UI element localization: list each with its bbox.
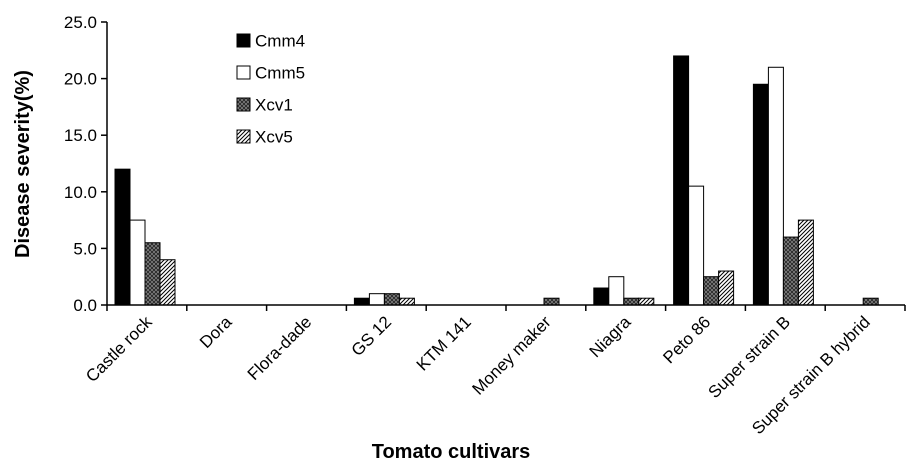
y-axis-ticks: 0.0 5.0 10.0 15.0 20.0 25.0 <box>64 13 107 315</box>
bar-cmm4-castle-rock <box>114 168 131 306</box>
x-axis-title: Tomato cultivars <box>372 441 531 463</box>
bar-cmm5-castle-rock <box>129 219 146 306</box>
legend-swatch-cmm4 <box>236 33 251 48</box>
bar-xcv5-super-strain-b <box>797 219 814 306</box>
bar-xcv5-castle-rock <box>159 259 176 306</box>
bar-cmm5-gs-12 <box>368 293 385 306</box>
x-tick-label-dora: Dora <box>196 312 236 352</box>
legend-swatch-cmm5 <box>236 65 251 80</box>
y-tick-label: 20.0 <box>64 70 97 89</box>
bar-cmm5-niagra <box>608 276 625 306</box>
x-tick-label-niagra: Niagra <box>586 312 635 361</box>
legend-swatch-xcv5 <box>236 129 251 144</box>
bar-xcv1-super-strain-b-hybrid <box>862 297 879 306</box>
bar-cmm4-super-strain-b <box>752 83 769 306</box>
x-tick-label-castle-rock: Castle rock <box>82 312 156 386</box>
bars-group <box>114 55 879 306</box>
bar-cmm4-peto-86 <box>673 55 690 306</box>
x-tick-label-super-strain-b: Super strain B <box>705 312 795 402</box>
bar-xcv1-money-maker <box>543 297 560 306</box>
legend-label-xcv1: Xcv1 <box>255 96 293 115</box>
x-tick-label-gs-12: GS 12 <box>348 312 396 360</box>
bar-xcv1-niagra <box>623 297 640 306</box>
x-axis-ticks: Castle rock Dora Flora-dade GS 12 KTM 141Mon… <box>82 305 906 438</box>
plot-area: 0.0 5.0 10.0 15.0 20.0 25.0 Castle rock Dora Fl… <box>64 13 906 438</box>
legend-swatch-xcv1 <box>236 97 251 112</box>
bar-cmm4-niagra <box>593 287 610 306</box>
y-tick-label: 5.0 <box>73 239 97 258</box>
y-tick-label: 15.0 <box>64 126 97 145</box>
x-tick-label-ktm-141: KTM 141 <box>413 312 475 374</box>
bar-xcv5-niagra <box>638 297 655 306</box>
bar-xcv1-gs-12 <box>383 293 400 306</box>
y-tick-label: 25.0 <box>64 13 97 32</box>
legend-label-cmm5: Cmm5 <box>255 64 305 83</box>
bar-xcv5-gs-12 <box>398 297 415 306</box>
bar-xcv5-peto-86 <box>718 270 735 306</box>
bar-cmm5-super-strain-b <box>767 66 784 306</box>
legend-label-cmm4: Cmm4 <box>255 32 305 51</box>
bar-cmm4-gs-12 <box>353 297 370 306</box>
y-tick-label: 10.0 <box>64 183 97 202</box>
bar-xcv1-super-strain-b <box>782 236 799 306</box>
x-tick-label-money-maker: Money maker <box>468 312 554 398</box>
bar-xcv1-peto-86 <box>703 276 720 306</box>
bar-cmm5-peto-86 <box>688 185 705 306</box>
x-tick-label-peto-86: Peto 86 <box>659 312 714 367</box>
y-tick-label: 0.0 <box>73 296 97 315</box>
x-tick-label-flora-dade: Flora-dade <box>244 312 316 384</box>
y-axis-title: Disease severity(%) <box>12 70 34 258</box>
legend: Cmm4 Cmm5 Xcv1 Xcv5 <box>236 32 305 147</box>
bar-xcv1-castle-rock <box>144 242 161 306</box>
legend-label-xcv5: Xcv5 <box>255 128 293 147</box>
